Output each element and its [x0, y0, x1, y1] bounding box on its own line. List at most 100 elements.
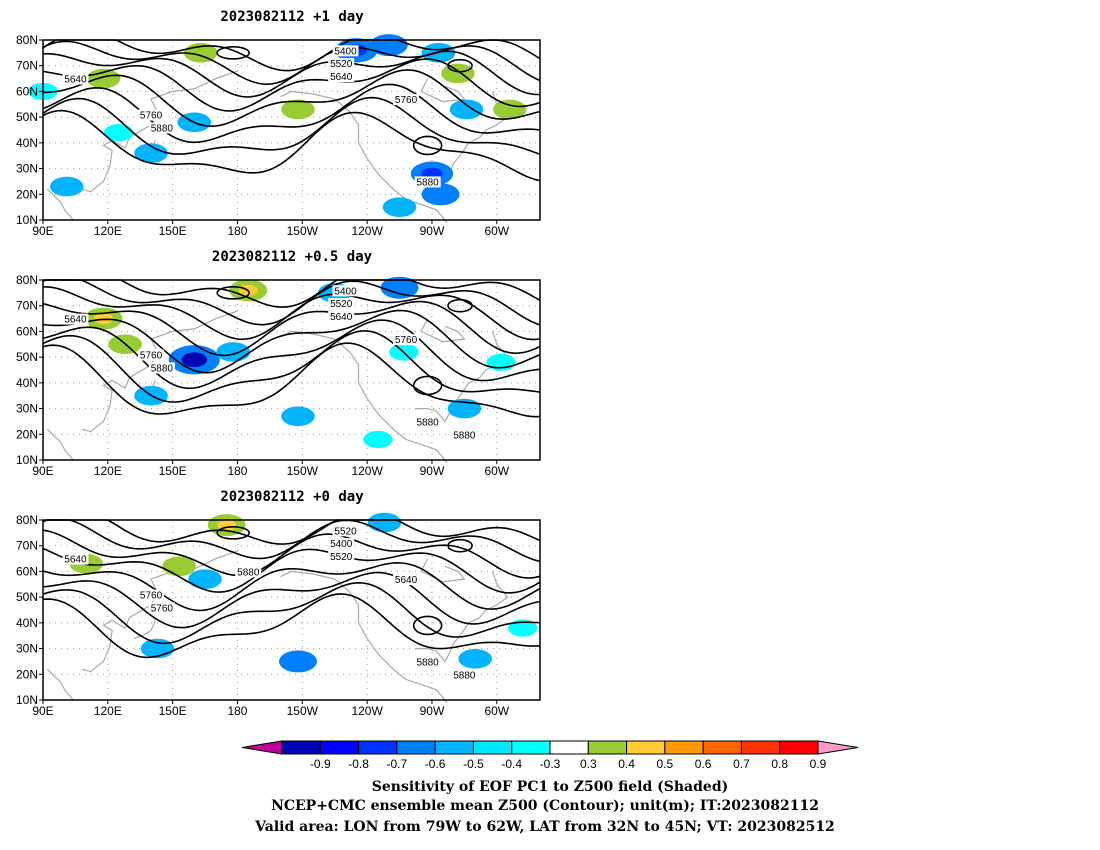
contour-label: 5640 — [330, 312, 353, 323]
coastline — [280, 90, 448, 223]
lat-label: 20N — [16, 427, 38, 441]
contour-label: 5760 — [395, 335, 418, 346]
colorbar-tick-label: 0.4 — [618, 757, 635, 771]
panel-plus-1-day: 2023082112 +1 day 5400 5520 5640 5640 5760 57… — [16, 9, 541, 238]
z500-contour — [42, 519, 541, 563]
colorbar-swatch — [396, 740, 436, 755]
lat-label: 30N — [16, 162, 38, 176]
colorbar-swatch — [587, 740, 628, 755]
contour-label-bg — [451, 429, 478, 441]
lat-label: 10N — [16, 453, 38, 467]
contour-label-bg — [328, 538, 355, 550]
contour-label-bg — [148, 122, 175, 134]
lat-label: 80N — [16, 273, 38, 287]
anomaly-core — [379, 39, 399, 51]
panel-title: 2023082112 +1 day — [220, 9, 364, 25]
anomaly-shade — [367, 512, 402, 533]
lat-label: 10N — [16, 213, 38, 227]
z500-contour — [42, 593, 541, 659]
lon-label: 150E — [159, 464, 187, 478]
closed-contour — [447, 298, 473, 313]
colorbar-tick-label: -0.3 — [540, 757, 561, 771]
coastline — [133, 620, 156, 639]
contour-label-bg — [138, 589, 165, 601]
colorbar-tick-label: -0.9 — [310, 757, 331, 771]
z500-contour — [42, 342, 541, 418]
anomaly-shade — [363, 430, 393, 449]
contour-label-bg — [332, 285, 359, 297]
anomaly-core — [288, 655, 308, 667]
contour-label-bg — [62, 553, 89, 565]
anomaly-core — [390, 282, 410, 294]
coastline — [414, 571, 509, 663]
anomaly-shade — [104, 123, 134, 142]
contour-label: 5640 — [395, 575, 418, 586]
colorbar-swatch — [472, 740, 513, 755]
colorbar-swatch — [779, 740, 819, 755]
map-frame — [42, 519, 541, 701]
contour-label-bg — [393, 94, 420, 106]
caption-line-2: NCEP+CMC ensemble mean Z500 (Contour); u… — [271, 798, 819, 814]
anomaly-shade — [281, 99, 315, 120]
lon-label: 150E — [159, 704, 187, 718]
lat-label: 10N — [16, 693, 38, 707]
lon-label: 180 — [227, 224, 247, 238]
lon-label: 90E — [32, 464, 53, 478]
anomaly-shade — [508, 619, 538, 637]
z500-contour — [42, 529, 541, 579]
closed-contour — [447, 58, 473, 73]
contour-label: 5640 — [64, 75, 87, 86]
lon-label: 120W — [351, 464, 383, 478]
contour-label: 5520 — [334, 526, 357, 537]
map-frame — [42, 279, 541, 461]
lat-label: 60N — [16, 564, 38, 578]
colorbar-tick-label: 0.7 — [733, 757, 750, 771]
lon-label: 150W — [287, 224, 319, 238]
lat-label: 50N — [16, 110, 38, 124]
coastline — [280, 570, 448, 703]
lon-label: 90W — [420, 224, 445, 238]
panel-plus-half-day: 2023082112 +0.5 day 5400 5520 5640 5640 5760… — [16, 249, 541, 478]
colorbar-tick-label: -0.7 — [387, 757, 408, 771]
lat-label: 70N — [16, 59, 38, 73]
colorbar-high-arrow — [817, 740, 859, 755]
colorbar-swatch — [511, 740, 551, 755]
contour-label: 5640 — [330, 72, 353, 83]
z500-contour — [42, 83, 541, 144]
contour-label-bg — [393, 574, 420, 586]
anomaly-shade — [134, 143, 168, 163]
lon-label: 150W — [287, 464, 319, 478]
anomaly-shade — [49, 176, 84, 197]
anomaly-shade — [449, 99, 484, 120]
closed-contour — [447, 538, 473, 553]
caption-line-3: Valid area: LON from 79W to 62W, LAT fro… — [254, 819, 835, 835]
lat-label: 20N — [16, 187, 38, 201]
z500-contour — [42, 519, 541, 545]
contour-label-bg — [414, 176, 441, 188]
lon-label: 150W — [287, 704, 319, 718]
z500-contour — [42, 581, 541, 645]
lon-label: 90W — [420, 704, 445, 718]
colorbar-low-arrow — [241, 740, 283, 755]
caption-line-1: Sensitivity of EOF PC1 to Z500 field (Sh… — [372, 779, 728, 795]
contour-label-bg — [62, 313, 89, 325]
z500-contour — [42, 571, 541, 629]
lon-label: 180 — [227, 704, 247, 718]
z500-contour — [42, 547, 541, 594]
lat-label: 20N — [16, 667, 38, 681]
contour-label: 5760 — [151, 603, 174, 614]
lat-label: 30N — [16, 402, 38, 416]
contour-label: 5640 — [64, 555, 87, 566]
colorbar-tick-label: 0.8 — [771, 757, 788, 771]
contour-label: 5400 — [330, 539, 353, 550]
lat-label: 40N — [16, 616, 38, 630]
colorbar-swatch — [549, 740, 589, 755]
contour-label: 5520 — [330, 59, 353, 70]
contour-label: 5880 — [417, 657, 440, 668]
z500-contour — [42, 109, 541, 182]
lon-label: 120E — [94, 464, 122, 478]
panel-title: 2023082112 +0 day — [220, 489, 364, 505]
lat-label: 80N — [16, 33, 38, 47]
anomaly-shade — [216, 342, 250, 362]
lat-label: 60N — [16, 84, 38, 98]
